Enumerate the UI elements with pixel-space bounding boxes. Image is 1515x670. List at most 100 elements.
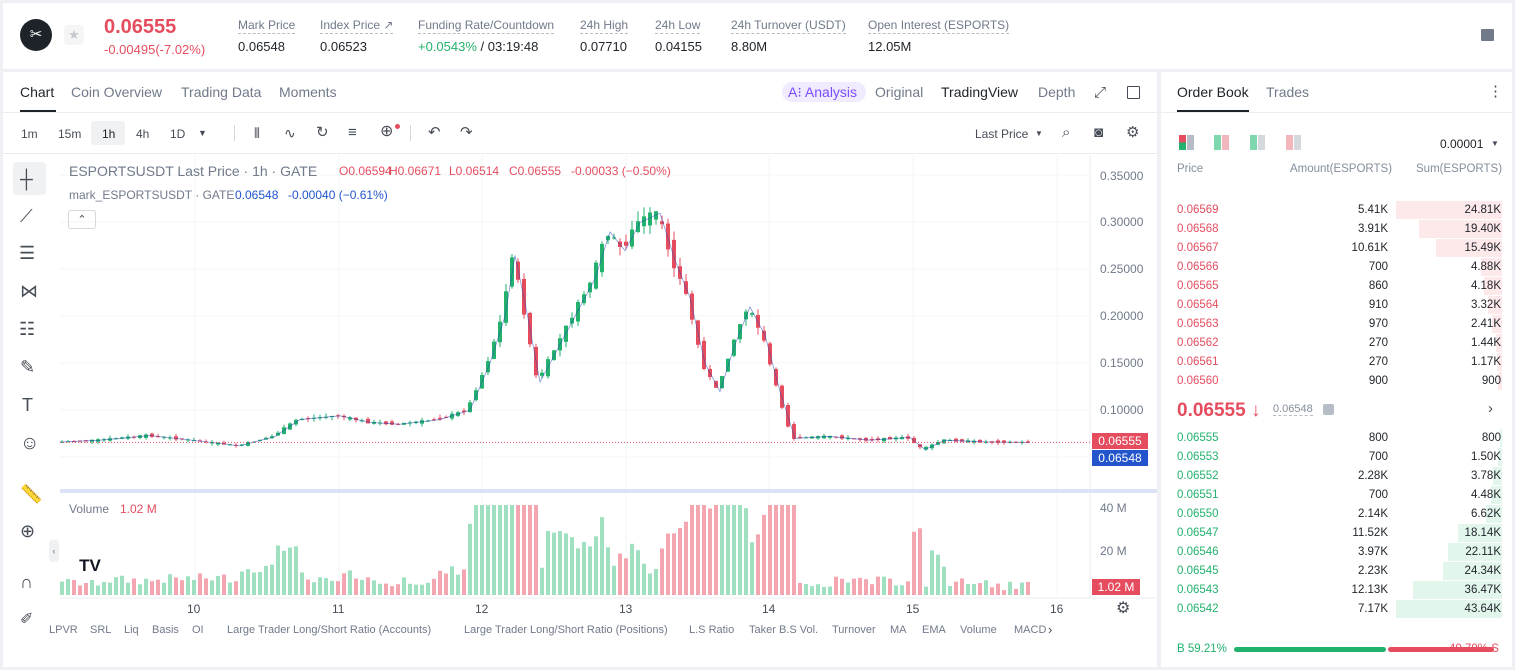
indicator-tab[interactable]: L.S Ratio — [689, 624, 735, 636]
magnet-icon[interactable]: ∩ — [20, 572, 33, 592]
chevron-down-icon[interactable]: ▼ — [1035, 129, 1043, 138]
layout-trades-icon[interactable] — [1286, 135, 1301, 153]
tab-chart[interactable]: Chart — [20, 84, 55, 100]
ruler-icon[interactable]: 📏 — [20, 484, 43, 504]
bids-row[interactable]: 0.06552 2.28K 3.78K — [1177, 467, 1502, 486]
chevron-down-icon[interactable]: ▼ — [198, 128, 207, 138]
favorite-star-icon[interactable]: ★ — [64, 25, 84, 45]
tab-depth[interactable]: Depth — [1038, 84, 1076, 100]
indicators-icon[interactable]: ∿ — [284, 125, 296, 141]
search-icon[interactable]: ⌕ — [1062, 124, 1071, 141]
bids-row[interactable]: 0.06553 700 1.50K — [1177, 448, 1502, 467]
tab-coin-overview[interactable]: Coin Overview — [71, 84, 163, 100]
timeframe-1h[interactable]: 1h — [102, 127, 116, 141]
undo-icon[interactable]: ↶ — [428, 124, 441, 141]
bids-row[interactable]: 0.06546 3.97K 22.11K — [1177, 543, 1502, 562]
camera-icon[interactable]: ◙ — [1094, 124, 1104, 141]
brush-icon[interactable]: ✎ — [20, 357, 36, 377]
tab-original[interactable]: Original — [875, 84, 924, 100]
asks-row[interactable]: 0.06569 5.41K 24.81K — [1177, 201, 1502, 220]
bids-row[interactable]: 0.06551 700 4.48K — [1177, 486, 1502, 505]
volume-bar — [960, 578, 964, 595]
bids-row[interactable]: 0.06547 11.52K 18.14K — [1177, 524, 1502, 543]
volume-bar — [1026, 581, 1030, 595]
fib-icon[interactable]: ☷ — [19, 319, 36, 339]
asks-row[interactable]: 0.06560 900 900 — [1177, 372, 1502, 391]
asks-row[interactable]: 0.06567 10.61K 15.49K — [1177, 239, 1502, 258]
zoom-in-icon[interactable]: ⊕ — [20, 521, 36, 541]
asks-row[interactable]: 0.06566 700 4.88K — [1177, 258, 1502, 277]
settings-icon[interactable]: ⚙ — [1116, 600, 1131, 617]
indicator-tab[interactable]: EMA — [922, 624, 946, 636]
indicator-tab[interactable]: Turnover — [832, 624, 876, 636]
volume-bar — [666, 533, 670, 595]
volume-bar — [720, 505, 724, 595]
pattern-icon[interactable]: ⋈ — [20, 281, 38, 301]
indicator-tab[interactable]: SRL — [90, 624, 112, 636]
asks-row[interactable]: 0.06561 270 1.17K — [1177, 353, 1502, 372]
layout-both-icon[interactable] — [1179, 135, 1194, 153]
templates-icon[interactable]: ≡ — [348, 124, 357, 141]
bids-row[interactable]: 0.06545 2.23K 24.34K — [1177, 562, 1502, 581]
asks-row[interactable]: 0.06564 910 3.32K — [1177, 296, 1502, 315]
asks-row[interactable]: 0.06563 970 2.41K — [1177, 315, 1502, 334]
asks-row[interactable]: 0.06565 860 4.18K — [1177, 277, 1502, 296]
compare-icon[interactable]: ↻ — [316, 124, 329, 141]
tab-trading-data[interactable]: Trading Data — [181, 84, 262, 100]
pane-separator[interactable] — [60, 489, 1157, 493]
indicator-tab[interactable]: Volume — [960, 624, 997, 636]
volume-bar — [936, 554, 940, 595]
bids-row[interactable]: 0.06555 800 800 — [1177, 429, 1502, 448]
emoji-icon[interactable]: ☺ — [20, 433, 40, 454]
tab-tradingview[interactable]: TradingView — [941, 84, 1019, 100]
indicator-tab[interactable]: Large Trader Long/Short Ratio (Positions… — [464, 624, 668, 636]
tab-orderbook[interactable]: Order Book — [1177, 84, 1249, 100]
gear-icon[interactable]: ⚙ — [1126, 124, 1140, 141]
indicator-tab[interactable]: MACD — [1014, 624, 1047, 636]
asks-row[interactable]: 0.06568 3.91K 19.40K — [1177, 220, 1502, 239]
bids-row[interactable]: 0.06542 7.17K 43.64K — [1177, 600, 1502, 619]
pencil-icon[interactable]: ✐ — [20, 611, 34, 628]
timeframe-1D[interactable]: 1D — [170, 127, 186, 141]
collapse-toolbar-icon[interactable]: ‹ — [49, 540, 59, 562]
price-type-select[interactable]: Last Price — [975, 127, 1029, 141]
chevron-right-icon[interactable]: › — [1488, 400, 1493, 417]
layout-asks-icon[interactable] — [1214, 135, 1229, 153]
sidebar-toggle-icon[interactable] — [1481, 29, 1494, 41]
text-icon[interactable]: T — [22, 395, 33, 415]
add-indicator-icon[interactable]: ⊕ — [380, 123, 394, 140]
indicator-tab[interactable]: Taker B.S Vol. — [749, 624, 819, 636]
more-icon[interactable]: ⋮ — [1488, 83, 1503, 100]
indicator-tab[interactable]: LPVR — [49, 624, 78, 636]
layout-bids-icon[interactable] — [1250, 135, 1265, 153]
indicator-tab[interactable]: Liq — [124, 624, 139, 636]
tab-moments[interactable]: Moments — [279, 84, 337, 100]
precision-select[interactable]: 0.00001 — [1440, 137, 1484, 151]
trend-line-icon[interactable]: ⟋ — [20, 206, 33, 226]
timeframe-1m[interactable]: 1m — [21, 127, 38, 141]
asks-row[interactable]: 0.06562 270 1.44K — [1177, 334, 1502, 353]
volume-bar — [654, 568, 658, 595]
candle-type-icon[interactable]: ⫴ — [254, 125, 260, 141]
indicator-tab[interactable]: Basis — [152, 624, 179, 636]
scroll-right-icon[interactable]: › — [1048, 622, 1053, 637]
collapse-legend-icon[interactable]: ⌃ — [68, 210, 96, 229]
timeframe-15m[interactable]: 15m — [58, 127, 82, 141]
candlestick-chart[interactable] — [0, 0, 1160, 620]
redo-icon[interactable]: ↷ — [460, 124, 473, 141]
indicator-tab[interactable]: Large Trader Long/Short Ratio (Accounts) — [227, 624, 432, 636]
expand-icon[interactable]: ⤢ — [1094, 84, 1107, 101]
tab-trades[interactable]: Trades — [1266, 84, 1310, 100]
volume-bar — [882, 576, 886, 595]
fullscreen-icon[interactable] — [1127, 86, 1140, 99]
indicator-tab[interactable]: MA — [890, 624, 907, 636]
indicator-tab[interactable]: OI — [192, 624, 204, 636]
volume-bar — [354, 578, 358, 595]
horizontal-lines-icon[interactable]: ☰ — [19, 243, 36, 263]
bids-row[interactable]: 0.06550 2.14K 6.62K — [1177, 505, 1502, 524]
timeframe-4h[interactable]: 4h — [136, 127, 150, 141]
tab-analysis[interactable]: A⁝ Analysis — [788, 84, 858, 100]
chevron-down-icon[interactable]: ▼ — [1491, 139, 1499, 148]
bids-row[interactable]: 0.06543 12.13K 36.47K — [1177, 581, 1502, 600]
crosshair-icon[interactable]: ┼ — [20, 169, 33, 189]
